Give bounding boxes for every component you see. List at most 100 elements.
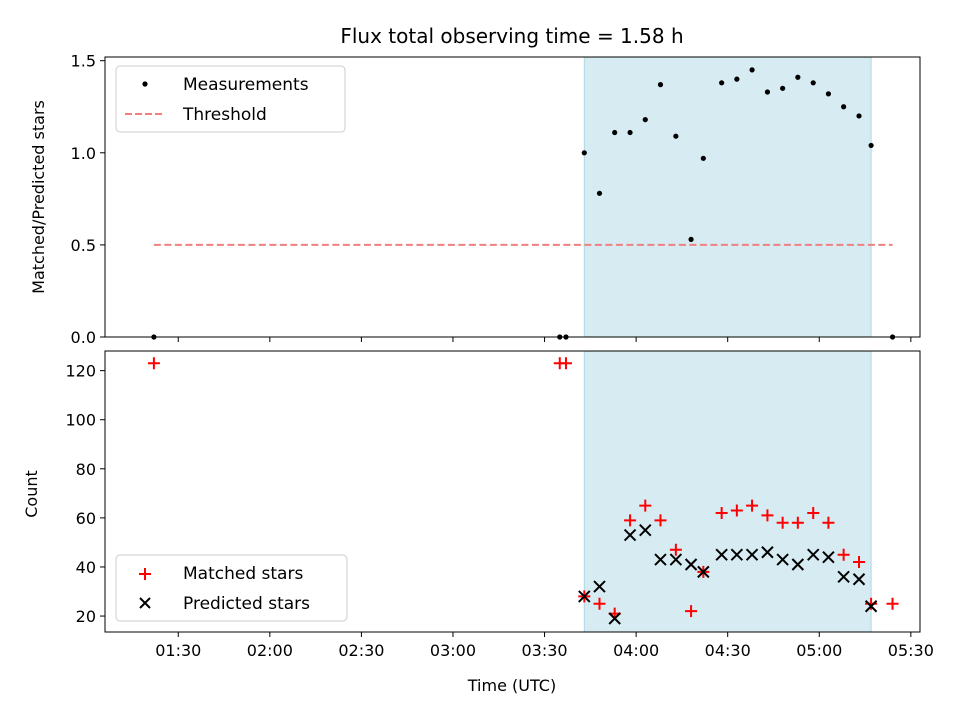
predicted-stars-point xyxy=(684,558,698,571)
predicted-stars-point xyxy=(593,580,606,593)
measurements-point xyxy=(719,80,725,86)
legend-matched-label: Matched stars xyxy=(183,564,303,584)
bottom-legend-box xyxy=(115,554,348,622)
bottom-axes-frame xyxy=(104,350,921,633)
x-tick-label: 04:00 xyxy=(613,641,659,660)
matched-stars-point xyxy=(669,543,682,556)
predicted-stars-point xyxy=(822,550,835,564)
predicted-stars-point xyxy=(669,553,683,566)
measurements-point xyxy=(841,104,847,110)
predicted-stars-point xyxy=(578,590,591,603)
legend-measurements-label: Measurements xyxy=(183,75,309,95)
measurements-point xyxy=(688,236,694,242)
predicted-stars-point xyxy=(807,548,820,561)
top-y-tick-label: 0.5 xyxy=(71,236,96,255)
predicted-stars-point xyxy=(715,548,728,561)
matched-stars-point xyxy=(624,514,637,527)
x-tick-label: 04:30 xyxy=(705,641,751,660)
bottom-plot-area: 20 40 60 80 100 120 01:30 02:00 02:30 03:00 03:30 0… xyxy=(65,350,934,660)
measurements-point xyxy=(596,190,603,196)
count-panel: Count Time (UTC) 20 40 60 80 100 120 01:30 02:0… xyxy=(22,350,934,695)
predicted-stars-point xyxy=(791,558,805,571)
top-y-axis-label: Matched/Predicted stars xyxy=(29,100,48,294)
measurements-point xyxy=(856,113,862,119)
matched-stars-point xyxy=(559,357,572,370)
predicted-stars-point xyxy=(654,553,667,566)
measurements-point xyxy=(734,76,740,82)
matched-stars-point xyxy=(761,509,774,522)
legend-threshold-label: Threshold xyxy=(182,105,267,125)
top-legend-box xyxy=(115,65,346,133)
matched-stars-point xyxy=(865,597,878,610)
matched-stars-point xyxy=(746,499,759,512)
matched-stars-point xyxy=(837,548,850,561)
predicted-stars-point xyxy=(864,600,878,613)
predicted-stars-point xyxy=(852,573,866,586)
matched-stars-point xyxy=(593,597,606,610)
predicted-stars-point xyxy=(837,570,850,583)
bottom-legend: Matched stars Predicted stars xyxy=(115,554,348,622)
bottom-observing-window xyxy=(583,350,872,633)
measurements-point xyxy=(612,129,618,136)
predicted-stars-point xyxy=(761,546,774,559)
top-axes-frame xyxy=(104,56,921,338)
measurements-point xyxy=(795,74,801,80)
measurements-point xyxy=(780,85,786,91)
ratio-panel: Flux total observing time = 1.58 h Match… xyxy=(29,24,921,347)
predicted-stars-point xyxy=(745,548,759,561)
predicted-stars-point xyxy=(608,612,621,625)
legend-measurements-marker xyxy=(142,81,148,87)
x-tick-label: 03:30 xyxy=(521,641,567,660)
measurements-point xyxy=(581,150,587,156)
bottom-y-axis-label: Count xyxy=(22,470,41,518)
legend-predicted-marker xyxy=(139,597,151,609)
measurements-point xyxy=(673,133,679,139)
measurements-point xyxy=(627,129,633,136)
chart-title: Flux total observing time = 1.58 h xyxy=(340,24,683,48)
x-tick-label: 01:30 xyxy=(155,641,201,660)
top-legend: Measurements Threshold xyxy=(115,65,346,133)
top-y-tick-label: 1.0 xyxy=(71,144,96,163)
bottom-y-tick-label: 80 xyxy=(76,460,96,479)
top-observing-window xyxy=(583,56,872,338)
bottom-y-tick-label: 40 xyxy=(76,558,96,577)
predicted-stars-point xyxy=(776,553,789,566)
x-tick-label: 03:00 xyxy=(430,641,476,660)
bottom-y-tick-label: 120 xyxy=(65,362,96,381)
x-axis-label: Time (UTC) xyxy=(467,676,556,695)
bottom-y-tick-label: 20 xyxy=(76,607,96,626)
top-y-tick-label: 0.0 xyxy=(71,328,96,347)
legend-matched-marker xyxy=(139,568,151,580)
predicted-stars-point xyxy=(623,528,637,542)
measurements-point xyxy=(642,117,648,123)
matched-stars-point xyxy=(807,506,820,519)
matched-stars-point xyxy=(822,516,835,529)
legend-predicted-label: Predicted stars xyxy=(183,594,310,614)
matched-stars-point xyxy=(715,506,728,519)
measurements-point xyxy=(749,67,755,73)
matched-stars-point xyxy=(791,516,804,529)
matched-stars-point xyxy=(639,499,652,512)
x-tick-label: 02:30 xyxy=(338,641,384,660)
matched-stars-point xyxy=(853,556,866,569)
measurements-point xyxy=(657,82,664,88)
matched-stars-point xyxy=(776,516,789,529)
matched-stars-point xyxy=(654,514,667,527)
predicted-stars-point xyxy=(730,548,744,561)
measurements-point xyxy=(868,142,874,149)
measurements-point xyxy=(764,89,771,95)
matched-stars-point xyxy=(886,597,899,610)
bottom-y-tick-label: 100 xyxy=(65,411,96,430)
top-y-tick-label: 1.5 xyxy=(71,52,96,71)
predicted-stars-point xyxy=(639,523,652,537)
measurements-point xyxy=(700,155,706,161)
x-tick-label: 05:30 xyxy=(888,641,934,660)
measurements-point xyxy=(825,91,832,97)
matched-stars-point xyxy=(147,357,160,370)
bottom-y-tick-label: 60 xyxy=(76,509,96,528)
measurements-point xyxy=(810,80,816,86)
x-tick-label: 02:00 xyxy=(247,641,293,660)
matched-stars-point xyxy=(730,504,743,517)
x-tick-label: 05:00 xyxy=(796,641,842,660)
